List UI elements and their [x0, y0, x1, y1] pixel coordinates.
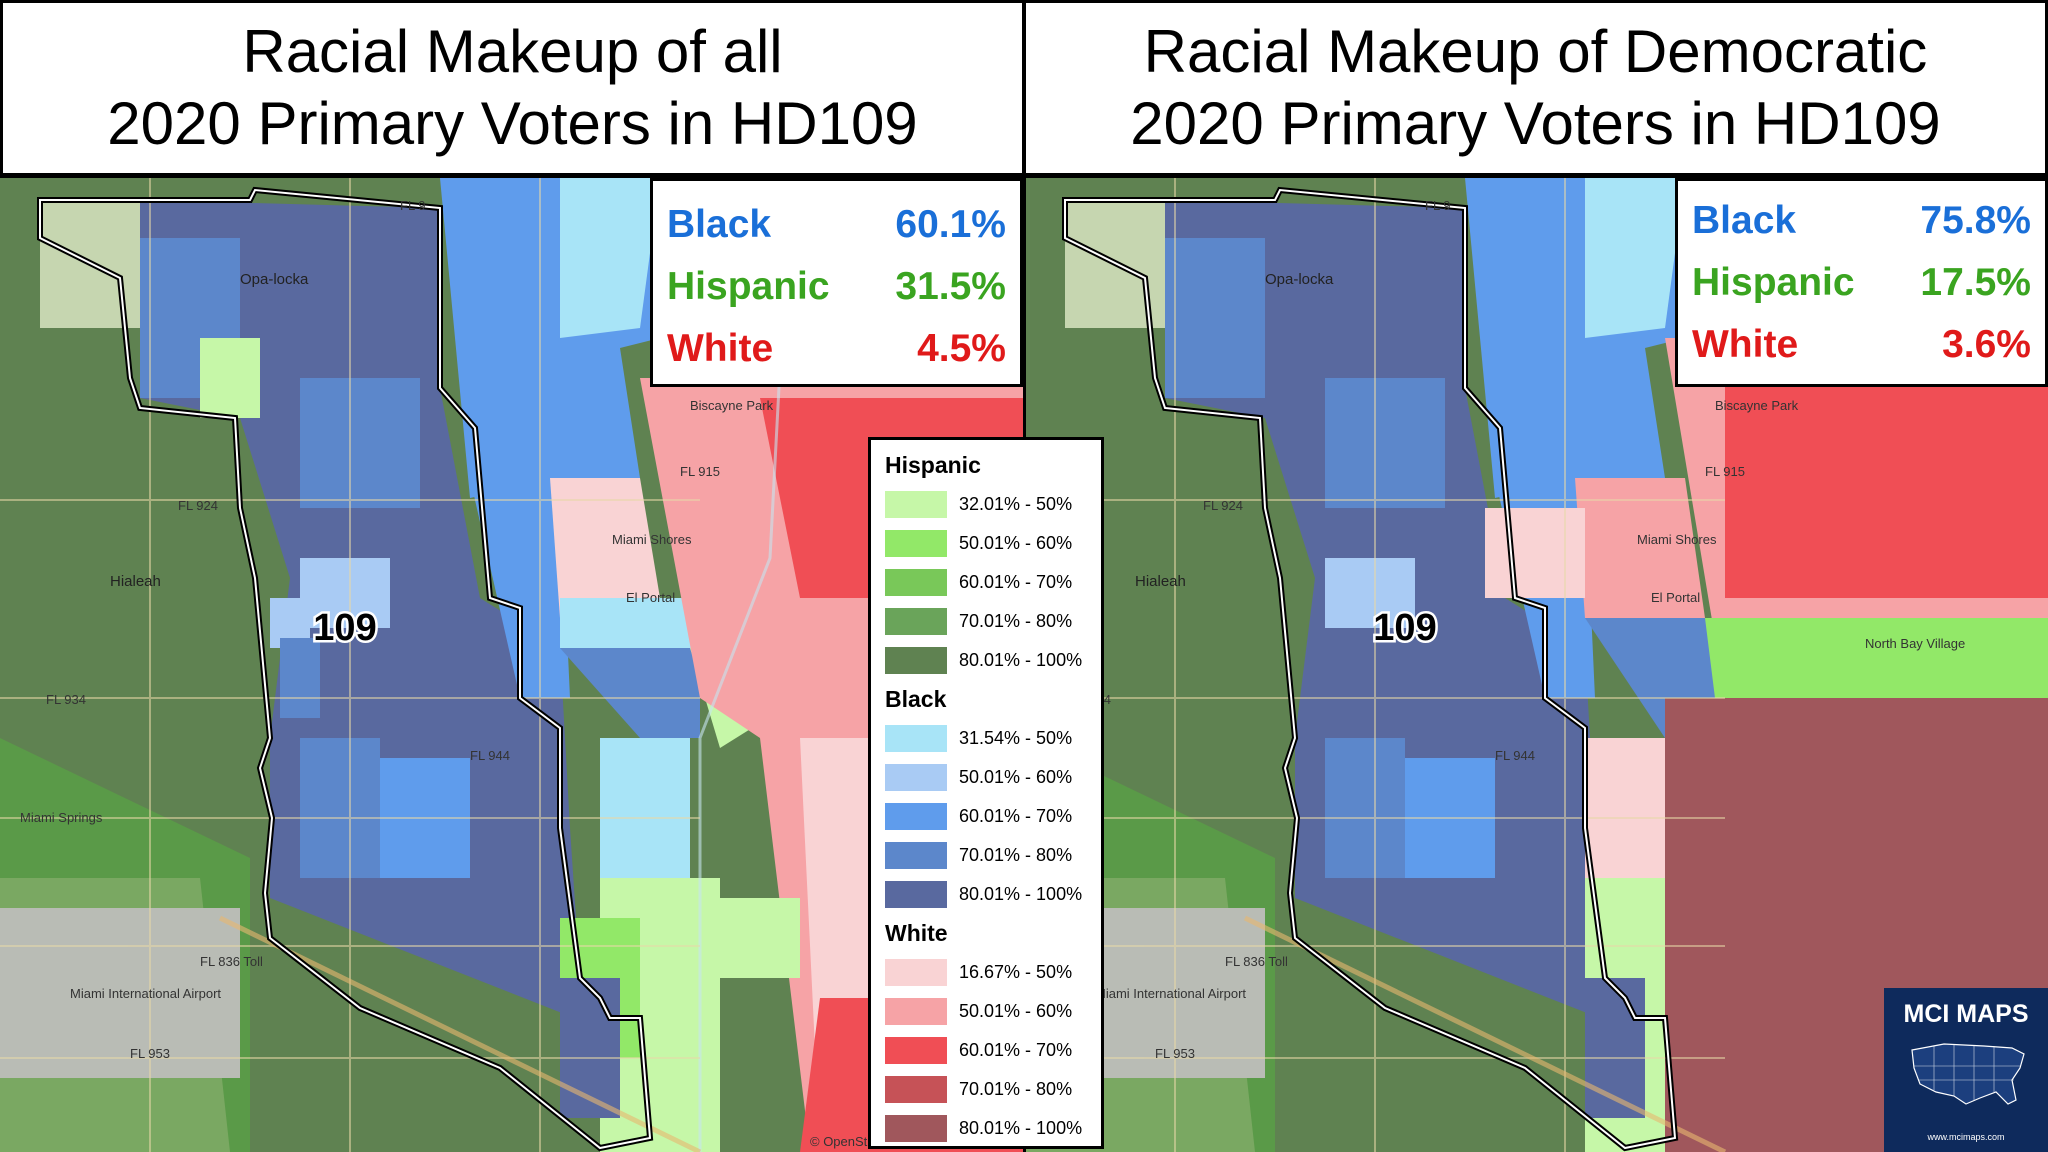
legend: Hispanic 32.01% - 50% 50.01% - 60% 60.01… — [868, 437, 1104, 1149]
mci-maps-name: MCI MAPS — [1903, 1000, 2029, 1028]
right-stat-black-value: 75.8% — [1920, 199, 2031, 242]
legend-black-swatch-4 — [885, 842, 947, 869]
left-title-line2: 2020 Primary Voters in HD109 — [107, 90, 918, 157]
left-stat-white: White 4.5% — [667, 319, 1006, 379]
legend-white-swatch-3 — [885, 1037, 947, 1064]
legend-white-range-4: 70.01% - 80% — [959, 1079, 1073, 1099]
right-label-fl924: FL 924 — [1203, 498, 1243, 513]
left-label-miami-springs: Miami Springs — [20, 810, 103, 825]
left-label-airport: Miami International Airport — [70, 986, 221, 1001]
left-label-fl836: FL 836 Toll — [200, 954, 263, 969]
legend-black-swatch-2 — [885, 764, 947, 791]
right-label-opa-locka: Opa-locka — [1265, 271, 1334, 288]
left-stat-white-value: 4.5% — [917, 327, 1006, 370]
right-stat-white-value: 3.6% — [1942, 323, 2031, 366]
legend-black-swatch-3 — [885, 803, 947, 830]
right-label-biscayne-park: Biscayne Park — [1715, 398, 1799, 413]
right-label-el-portal: El Portal — [1651, 590, 1700, 605]
left-stat-hispanic-label: Hispanic — [667, 265, 830, 308]
right-map-panel: 109 Opa-locka Hialeah Miami Shores El Po… — [1025, 178, 2048, 1152]
right-title-box: Racial Makeup of Democratic 2020 Primary… — [1023, 0, 2048, 176]
left-label-biscayne-park: Biscayne Park — [690, 398, 774, 413]
left-label-fl915: FL 915 — [680, 464, 720, 479]
right-map: 109 Opa-locka Hialeah Miami Shores El Po… — [1025, 178, 2048, 1152]
left-stat-white-label: White — [667, 327, 774, 370]
right-label-fl953: FL 953 — [1155, 1046, 1195, 1061]
legend-hispanic-title: Hispanic — [885, 452, 981, 478]
mci-maps-logo: MCI MAPS www.mcimaps.com — [1884, 988, 2048, 1152]
right-stat-black: Black 75.8% — [1692, 191, 2031, 251]
legend-white-range-2: 50.01% - 60% — [959, 1001, 1073, 1021]
legend-hispanic-swatch-1 — [885, 491, 947, 518]
legend-white-swatch-2 — [885, 998, 947, 1025]
legend-hispanic-range-4: 70.01% - 80% — [959, 611, 1073, 631]
right-label-miami-shores: Miami Shores — [1637, 532, 1717, 547]
right-label-fl836: FL 836 Toll — [1225, 954, 1288, 969]
legend-hispanic-range-5: 80.01% - 100% — [959, 650, 1083, 670]
legend-black-range-5: 80.01% - 100% — [959, 884, 1083, 904]
left-label-el-portal: El Portal — [626, 590, 675, 605]
left-label-fl9: FL 9 — [400, 198, 426, 213]
right-title-line1: Racial Makeup of Democratic — [1143, 18, 1928, 85]
right-stat-hispanic-label: Hispanic — [1692, 261, 1855, 304]
legend-hispanic-range-2: 50.01% - 60% — [959, 533, 1073, 553]
left-stat-black: Black 60.1% — [667, 195, 1006, 255]
right-label-hialeah: Hialeah — [1135, 573, 1186, 590]
right-label-fl915: FL 915 — [1705, 464, 1745, 479]
right-title-line2: 2020 Primary Voters in HD109 — [1130, 90, 1941, 157]
legend-hispanic-range-1: 32.01% - 50% — [959, 494, 1073, 514]
left-stat-hispanic: Hispanic 31.5% — [667, 257, 1006, 317]
right-stat-white-label: White — [1692, 323, 1799, 366]
left-stat-black-value: 60.1% — [895, 203, 1006, 246]
legend-white-range-1: 16.67% - 50% — [959, 962, 1073, 982]
right-stat-hispanic: Hispanic 17.5% — [1692, 253, 2031, 313]
legend-hispanic-swatch-4 — [885, 608, 947, 635]
right-stats-box: Black 75.8% Hispanic 17.5% White 3.6% — [1675, 178, 2048, 387]
legend-black-range-3: 60.01% - 70% — [959, 806, 1073, 826]
legend-white-title: White — [885, 920, 948, 946]
right-stat-hispanic-value: 17.5% — [1920, 261, 2031, 304]
right-label-fl9: FL 9 — [1425, 198, 1451, 213]
right-label-airport: Miami International Airport — [1095, 986, 1246, 1001]
us-map-icon — [1911, 1043, 2025, 1105]
legend-hispanic-range-3: 60.01% - 70% — [959, 572, 1073, 592]
legend-black-range-4: 70.01% - 80% — [959, 845, 1073, 865]
legend-black-range-2: 50.01% - 60% — [959, 767, 1073, 787]
mci-maps-url: www.mcimaps.com — [1927, 1132, 2005, 1142]
left-label-miami-shores: Miami Shores — [612, 532, 692, 547]
left-label-fl934: FL 934 — [46, 692, 86, 707]
legend-hispanic-swatch-3 — [885, 569, 947, 596]
left-label-fl924: FL 924 — [178, 498, 218, 513]
legend-hispanic-swatch-5 — [885, 647, 947, 674]
right-stat-white: White 3.6% — [1692, 315, 2031, 375]
left-label-opa-locka: Opa-locka — [240, 271, 309, 288]
legend-black-swatch-1 — [885, 725, 947, 752]
left-label-fl953: FL 953 — [130, 1046, 170, 1061]
right-label-north-bay-village: North Bay Village — [1865, 636, 1965, 651]
legend-hispanic-swatch-2 — [885, 530, 947, 557]
left-stats-box: Black 60.1% Hispanic 31.5% White 4.5% — [650, 178, 1023, 387]
left-label-hialeah: Hialeah — [110, 573, 161, 590]
left-district-label: 109 — [313, 607, 376, 649]
right-stat-black-label: Black — [1692, 199, 1797, 242]
left-stat-hispanic-value: 31.5% — [895, 265, 1006, 308]
right-label-fl944: FL 944 — [1495, 748, 1535, 763]
legend-white-swatch-5 — [885, 1115, 947, 1142]
legend-black-swatch-5 — [885, 881, 947, 908]
legend-white-swatch-4 — [885, 1076, 947, 1103]
legend-black-title: Black — [885, 686, 947, 712]
legend-white-range-5: 80.01% - 100% — [959, 1118, 1083, 1138]
legend-white-swatch-1 — [885, 959, 947, 986]
left-title-box: Racial Makeup of all 2020 Primary Voters… — [0, 0, 1025, 176]
left-title-line1: Racial Makeup of all — [242, 18, 783, 85]
left-stat-black-label: Black — [667, 203, 772, 246]
left-label-fl944: FL 944 — [470, 748, 510, 763]
legend-white-range-3: 60.01% - 70% — [959, 1040, 1073, 1060]
right-district-label: 109 — [1373, 607, 1436, 649]
legend-black-range-1: 31.54% - 50% — [959, 728, 1073, 748]
